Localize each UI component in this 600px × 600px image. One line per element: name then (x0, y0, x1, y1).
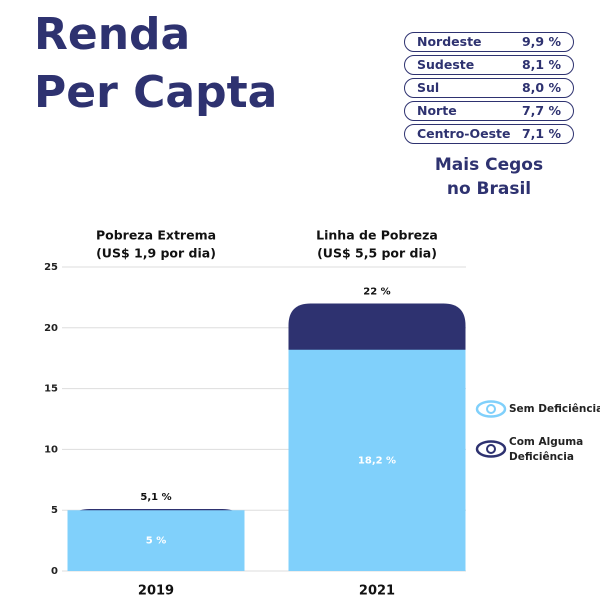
ranking-row: Centro-Oeste 7,1 % (404, 124, 574, 144)
value-label: 5,1 % (140, 492, 171, 503)
x-tick-label: 2019 (138, 584, 174, 599)
legend-pupil (486, 404, 496, 414)
legend-eye (475, 400, 507, 418)
bar (288, 349, 466, 571)
title: Renda Per Capta (34, 6, 277, 122)
y-tick-label: 0 (51, 566, 58, 577)
rate: 7,1 % (521, 126, 561, 141)
caption-line: Mais Cegos (434, 155, 544, 175)
ranking-row: Nordeste 9,9 % (404, 32, 574, 52)
y-tick-label: 10 (44, 444, 58, 455)
legend-label: Sem Deficiência (509, 403, 600, 415)
caption-line: no Brasil (446, 179, 532, 199)
y-tick-label: 25 (44, 262, 58, 273)
y-tick-label: 20 (44, 323, 58, 334)
legend-pupil (486, 444, 496, 454)
ranking: Nordeste 9,9 % Sudeste 8,1 % Sul 8,0 % Norte 7,… (404, 32, 574, 147)
ranking-row: Sudeste 8,1 % (404, 55, 574, 75)
legend-label: Com Alguma Deficiência (509, 436, 584, 463)
bar (67, 510, 245, 571)
ranking-caption: Mais Cegos no Brasil (404, 153, 574, 201)
column-header: Linha de Pobreza (316, 228, 438, 243)
title-line: Per Capta (34, 67, 278, 118)
column-header: Pobreza Extrema (96, 228, 216, 243)
ranking-row: Sul 8,0 % (404, 78, 574, 98)
rate: 8,0 % (521, 80, 561, 95)
region: Nordeste (417, 34, 482, 49)
rate: 9,9 % (521, 34, 561, 49)
rate: 8,1 % (521, 57, 561, 72)
y-tick-label: 5 (51, 505, 58, 516)
legend-eye (475, 440, 507, 458)
value-label: 18,2 % (358, 455, 396, 466)
rate: 7,7 % (521, 103, 561, 118)
x-tick-label: 2021 (359, 584, 395, 599)
region: Sudeste (417, 57, 475, 72)
column-header: (US$ 1,9 por dia) (96, 246, 216, 261)
region: Centro-Oeste (417, 126, 511, 141)
value-label: 22 % (363, 286, 390, 297)
ranking-row: Norte 7,7 % (404, 101, 574, 121)
value-label: 5 % (146, 536, 166, 547)
column-header: (US$ 5,5 por dia) (317, 246, 437, 261)
region: Sul (417, 80, 440, 95)
y-tick-label: 15 (44, 384, 58, 395)
title-line: Renda (34, 9, 191, 60)
region: Norte (417, 103, 457, 118)
